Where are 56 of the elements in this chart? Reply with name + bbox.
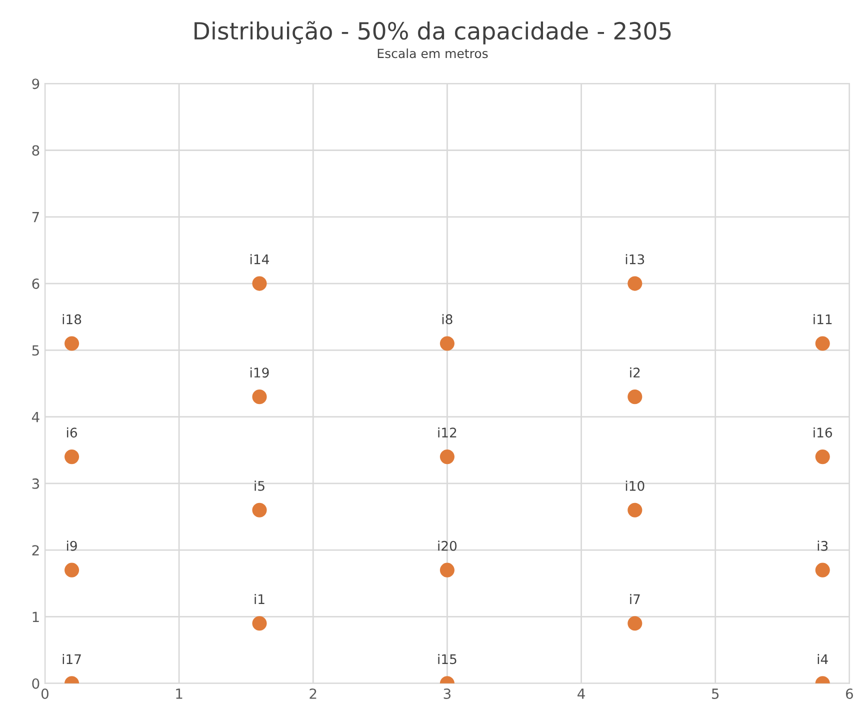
annotation: i18 [62,314,82,324]
y-tick-label: 8 [32,145,40,156]
point [64,450,80,464]
y-tick-label: 4 [32,412,40,422]
point [628,276,642,291]
y-tick-label: 2 [32,545,39,556]
point [64,336,80,351]
annotation: i1 [254,594,264,604]
y-tick-label: 7 [32,212,39,222]
point [815,336,830,351]
annotation: i8 [442,314,452,324]
point [64,562,80,578]
chart-title: Distribuição - 50% da capacidade - 2305 [194,21,671,44]
point [815,450,830,464]
x-tick-label: 0 [41,688,48,699]
point [252,616,267,631]
annotation: i16 [814,427,832,438]
point [252,276,267,291]
y-tick-label: 5 [32,345,39,356]
x-tick-label: 3 [444,688,451,699]
point [252,390,267,404]
x-tick-label: 4 [578,688,585,699]
y-tick-label: 9 [32,78,40,90]
annotation: i19 [250,367,269,378]
annotation: i13 [626,254,644,264]
chart-subtitle: Escala em metros [378,48,488,58]
annotation: i4 [818,654,828,664]
annotation: i10 [626,480,644,491]
annotation: i7 [630,594,640,604]
annotation: i12 [438,427,456,438]
annotation: i9 [67,540,77,551]
x-tick-label: 5 [712,688,719,699]
point [440,562,454,578]
annotation: i11 [814,314,832,324]
annotation: i20 [438,540,457,551]
point [252,502,267,518]
y-tick-label: 1 [32,612,39,622]
point [815,562,830,578]
annotation: i14 [250,254,269,264]
point [628,390,642,404]
annotation: i17 [62,654,81,664]
point [628,502,642,518]
point [440,450,454,464]
y-tick-label: 6 [32,278,40,290]
point [440,336,454,351]
x-tick-label: 2 [310,688,316,699]
annotation: i15 [438,654,456,664]
x-tick-label: 1 [176,688,182,699]
annotation: i3 [818,540,828,551]
y-tick-label: 3 [32,478,40,489]
point [628,616,642,631]
annotation: i2 [630,367,640,378]
x-tick-label: 6 [846,688,853,699]
y-tick-label: 0 [32,678,40,689]
annotation: i6 [67,427,77,438]
annotation: i5 [254,480,264,491]
